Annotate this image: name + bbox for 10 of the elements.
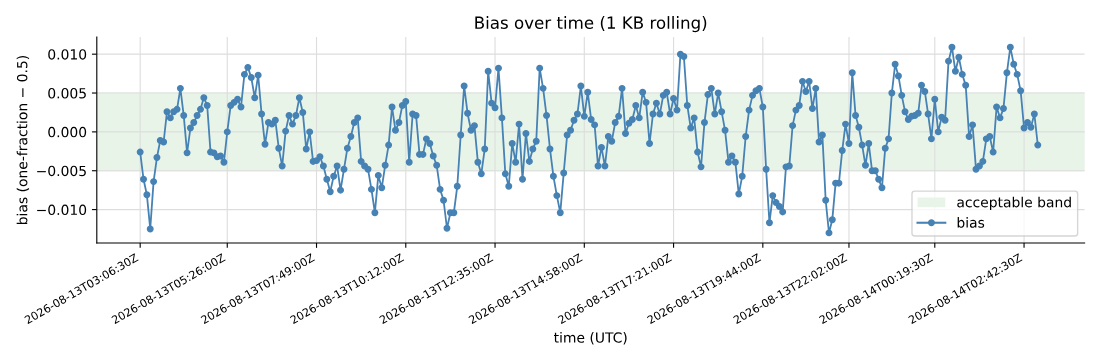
x-axis-title: time (UTC): [553, 332, 627, 345]
y-tick-label: 0.000: [48, 126, 87, 138]
y-axis-title: bias (one-fraction − 0.5): [16, 56, 30, 224]
y-tick-label: 0.010: [48, 49, 87, 60]
y-tick-label: 0.005: [48, 88, 86, 99]
y-tick-label: −0.005: [37, 165, 86, 177]
legend-label: bias: [957, 217, 985, 228]
chart-title: Bias over time (1 KB rolling): [475, 16, 707, 33]
y-tick-label: −0.010: [37, 204, 87, 216]
legend-label: acceptable band: [957, 196, 1071, 211]
